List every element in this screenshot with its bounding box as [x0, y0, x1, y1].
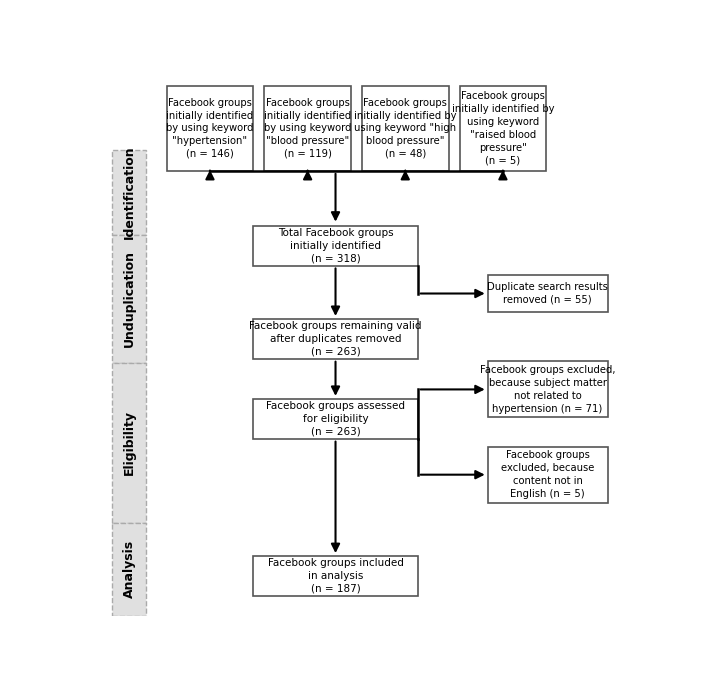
FancyBboxPatch shape: [459, 86, 546, 171]
Text: Analysis: Analysis: [122, 540, 135, 599]
Text: Facebook groups assessed
for eligibility
(n = 263): Facebook groups assessed for eligibility…: [266, 401, 405, 437]
Text: Facebook groups
initially identified by
using keyword "high
blood pressure"
(n =: Facebook groups initially identified by …: [354, 98, 456, 159]
FancyBboxPatch shape: [253, 556, 418, 596]
Text: Facebook groups included
in analysis
(n = 187): Facebook groups included in analysis (n …: [268, 558, 403, 594]
Text: Total Facebook groups
initially identified
(n = 318): Total Facebook groups initially identifi…: [278, 228, 393, 264]
FancyBboxPatch shape: [253, 319, 418, 358]
FancyBboxPatch shape: [253, 226, 418, 266]
FancyBboxPatch shape: [487, 447, 608, 502]
Text: Duplicate search results
removed (n = 55): Duplicate search results removed (n = 55…: [487, 282, 608, 305]
Text: Facebook groups
initially identified
by using keyword
"blood pressure"
(n = 119): Facebook groups initially identified by …: [264, 98, 351, 159]
FancyBboxPatch shape: [487, 361, 608, 417]
FancyBboxPatch shape: [112, 363, 145, 522]
FancyBboxPatch shape: [112, 522, 145, 616]
Text: Facebook groups
initially identified by
using keyword
"raised blood
pressure"
(n: Facebook groups initially identified by …: [451, 91, 554, 165]
Text: Eligibility: Eligibility: [122, 410, 135, 475]
Text: Facebook groups
excluded, because
content not in
English (n = 5): Facebook groups excluded, because conten…: [501, 450, 594, 499]
Text: Identification: Identification: [122, 145, 135, 239]
FancyBboxPatch shape: [362, 86, 449, 171]
Text: Facebook groups remaining valid
after duplicates removed
(n = 263): Facebook groups remaining valid after du…: [249, 321, 422, 356]
Text: Facebook groups
initially identified
by using keyword
"hypertension"
(n = 146): Facebook groups initially identified by …: [166, 98, 253, 159]
Text: Facebook groups excluded,
because subject matter
not related to
hypertension (n : Facebook groups excluded, because subjec…: [480, 365, 616, 414]
FancyBboxPatch shape: [112, 149, 145, 235]
FancyBboxPatch shape: [112, 235, 145, 363]
FancyBboxPatch shape: [487, 275, 608, 312]
FancyBboxPatch shape: [264, 86, 351, 171]
FancyBboxPatch shape: [167, 86, 253, 171]
FancyBboxPatch shape: [253, 399, 418, 439]
Text: Unduplication: Unduplication: [122, 251, 135, 347]
